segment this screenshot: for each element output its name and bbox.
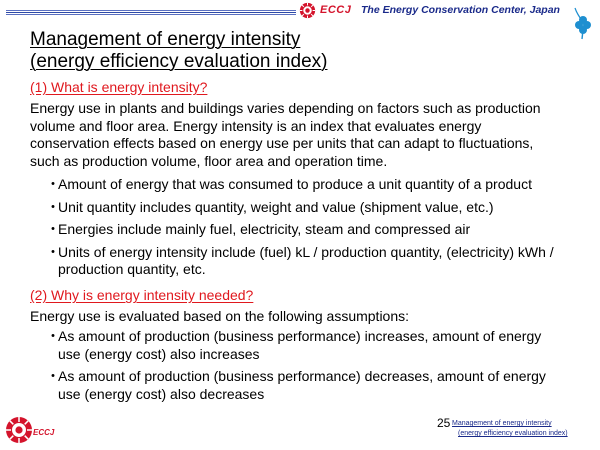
footer-title-link[interactable]: Management of energy intensity (energy e… <box>452 419 568 439</box>
list-item: ・ As amount of production (business perfo… <box>44 328 554 363</box>
clover-icon <box>574 7 591 40</box>
section-heading-why: (2) Why is energy intensity needed? <box>30 287 254 303</box>
list-item-text: Energies include mainly fuel, electricit… <box>58 221 471 237</box>
eccj-logo-icon <box>6 417 32 443</box>
list-item-text: As amount of production (business perfor… <box>58 368 546 402</box>
bullet-glyph: ・ <box>46 243 60 260</box>
section-heading-what: (1) What is energy intensity? <box>30 79 208 95</box>
header-rule <box>6 14 296 15</box>
bullet-list-why: ・ As amount of production (business perfo… <box>44 328 554 408</box>
list-item-text: Units of energy intensity include (fuel)… <box>58 243 554 278</box>
bullet-list-what: ・ Amount of energy that was consumed to p… <box>44 176 592 284</box>
list-item-text: Amount of energy that was consumed to pr… <box>58 176 532 192</box>
list-item-text: Unit quantity includes quantity, weight … <box>58 198 494 215</box>
org-name: The Energy Conservation Center, Japan <box>361 4 560 16</box>
header-rule <box>6 10 296 11</box>
bullet-glyph: ・ <box>46 328 60 344</box>
list-item: ・ Amount of energy that was consumed to p… <box>44 176 592 194</box>
section-paragraph: Energy use in plants and buildings varie… <box>30 100 541 169</box>
slide-title: Management of energy intensity (energy e… <box>30 29 328 73</box>
bullet-glyph: ・ <box>46 368 60 384</box>
section-paragraph: Energy use is evaluated based on the fol… <box>30 308 410 324</box>
footer-link-line-1: Management of energy intensity <box>452 420 552 427</box>
title-line-1: Management of energy intensity <box>30 29 301 50</box>
title-line-2: (energy efficiency evaluation index) <box>30 51 328 72</box>
eccj-logo-icon <box>299 2 316 19</box>
list-item-text: As amount of production (business perfor… <box>58 328 542 362</box>
bullet-glyph: ・ <box>46 198 60 215</box>
slide-header: ECCJ The Energy Conservation Center, Jap… <box>0 0 600 40</box>
footer-link-line-2: (energy efficiency evaluation index) <box>458 430 568 437</box>
page-number: 25 <box>437 416 451 430</box>
list-item: ・ Unit quantity includes quantity, weight… <box>44 199 592 217</box>
bullet-glyph: ・ <box>46 221 60 237</box>
header-rule <box>6 12 296 13</box>
org-abbreviation: ECCJ <box>320 4 352 16</box>
list-item: ・ Units of energy intensity include (fuel… <box>44 244 592 279</box>
list-item: ・ Energies include mainly fuel, electrici… <box>44 221 592 239</box>
bullet-glyph: ・ <box>46 176 60 192</box>
list-item: ・ As amount of production (business perfo… <box>44 368 554 403</box>
footer-logo-text: ECCJ <box>33 428 55 437</box>
